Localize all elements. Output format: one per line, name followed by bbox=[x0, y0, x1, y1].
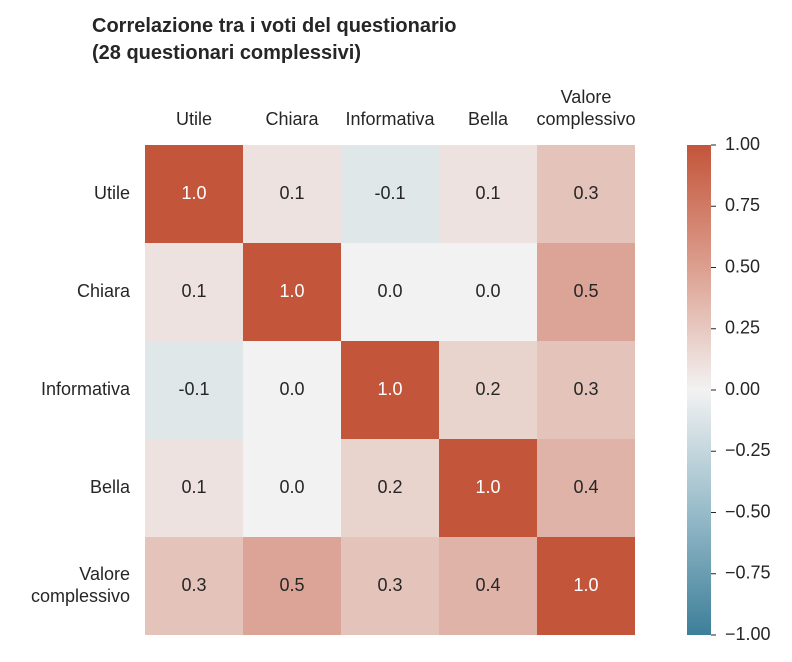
heatmap-cell bbox=[243, 341, 341, 439]
colorbar bbox=[687, 145, 711, 635]
colorbar-tick-label: 0.00 bbox=[725, 379, 760, 399]
row-label: Informativa bbox=[41, 379, 131, 399]
colorbar-tick-label: 0.25 bbox=[725, 318, 760, 338]
cell-value-label: -0.1 bbox=[374, 183, 405, 203]
cell-value-label: 0.2 bbox=[475, 379, 500, 399]
cell-value-label: 0.0 bbox=[377, 281, 402, 301]
heatmap-cell bbox=[341, 145, 439, 243]
heatmap-cell bbox=[145, 341, 243, 439]
cell-value-label: 1.0 bbox=[377, 379, 402, 399]
cell-value-label: 0.0 bbox=[279, 379, 304, 399]
colorbar-tick-label: 1.00 bbox=[725, 134, 760, 154]
heatmap-cell bbox=[537, 243, 635, 341]
cell-value-label: 0.4 bbox=[573, 477, 598, 497]
cell-value-label: 0.0 bbox=[279, 477, 304, 497]
cell-value-label: 0.3 bbox=[573, 183, 598, 203]
column-label: Valore complessivo bbox=[536, 87, 635, 129]
cell-value-label: 0.1 bbox=[181, 281, 206, 301]
cell-value-label: 0.3 bbox=[181, 575, 206, 595]
row-label: Bella bbox=[90, 477, 131, 497]
column-label: Bella bbox=[468, 109, 509, 129]
colorbar-tick-label: −1.00 bbox=[725, 624, 771, 644]
cell-value-label: 0.5 bbox=[573, 281, 598, 301]
heatmap-cell bbox=[341, 537, 439, 635]
heatmap-cell bbox=[341, 243, 439, 341]
column-labels: Utile Chiara Informativa Bella Valore comples… bbox=[176, 87, 636, 129]
row-label: Chiara bbox=[77, 281, 131, 301]
cell-value-label: 1.0 bbox=[475, 477, 500, 497]
chart-title-text: Correlazione tra i voti del questionario… bbox=[92, 15, 457, 64]
cell-value-label: 0.1 bbox=[475, 183, 500, 203]
colorbar-tick-label: −0.75 bbox=[725, 563, 771, 583]
cell-value-label: -0.1 bbox=[178, 379, 209, 399]
row-label: Valore complessivo bbox=[31, 564, 130, 606]
cell-value-label: 0.3 bbox=[573, 379, 598, 399]
cell-value-label: 0.2 bbox=[377, 477, 402, 497]
heatmap-cell bbox=[145, 145, 243, 243]
chart-title: Correlazione tra i voti del questionario… bbox=[92, 15, 457, 64]
heatmap-cell bbox=[537, 537, 635, 635]
column-label: Chiara bbox=[265, 109, 319, 129]
cell-value-label: 0.5 bbox=[279, 575, 304, 595]
cell-value-label: 1.0 bbox=[181, 183, 206, 203]
heatmap-cell bbox=[439, 145, 537, 243]
heatmap-cell bbox=[243, 537, 341, 635]
cell-value-label: 0.4 bbox=[475, 575, 500, 595]
cell-value-label: 0.0 bbox=[475, 281, 500, 301]
cell-labels: 1.0 0.1 -0.1 0.1 0.3 0.1 1.0 0.0 0.0 0.5 -0.1 0.0 1.… bbox=[178, 183, 598, 595]
heatmap-cell bbox=[243, 439, 341, 537]
heatmap-cell bbox=[537, 439, 635, 537]
colorbar-tick-label: −0.25 bbox=[725, 440, 771, 460]
heatmap-cell bbox=[537, 145, 635, 243]
cell-value-label: 0.3 bbox=[377, 575, 402, 595]
colorbar-tick-label: 0.50 bbox=[725, 256, 760, 276]
heatmap-cell bbox=[243, 243, 341, 341]
row-labels: Utile Chiara Informativa Bella Valore comples… bbox=[31, 183, 131, 606]
cell-value-label: 1.0 bbox=[279, 281, 304, 301]
heatmap-cell bbox=[439, 439, 537, 537]
heatmap-cell bbox=[537, 341, 635, 439]
column-label: Informativa bbox=[345, 109, 435, 129]
colorbar-gradient bbox=[687, 145, 711, 635]
heatmap-cell bbox=[341, 341, 439, 439]
heatmap-cell bbox=[341, 439, 439, 537]
cell-value-label: 1.0 bbox=[573, 575, 598, 595]
column-label: Utile bbox=[176, 109, 212, 129]
colorbar-tick-label: −0.50 bbox=[725, 501, 771, 521]
heatmap-cell bbox=[145, 243, 243, 341]
heatmap-cell bbox=[145, 537, 243, 635]
heatmap-cell bbox=[243, 145, 341, 243]
heatmap-cell bbox=[439, 341, 537, 439]
heatmap-cells bbox=[145, 145, 635, 635]
heatmap-cell bbox=[145, 439, 243, 537]
heatmap-cell bbox=[439, 537, 537, 635]
heatmap-cell bbox=[439, 243, 537, 341]
row-label: Utile bbox=[94, 183, 130, 203]
cell-value-label: 0.1 bbox=[279, 183, 304, 203]
cell-value-label: 0.1 bbox=[181, 477, 206, 497]
colorbar-tick-label: 0.75 bbox=[725, 195, 760, 215]
colorbar-ticks: 1.00 0.75 0.50 0.25 0.00 −0.25 −0.50 −0.75 −1.00 bbox=[711, 134, 771, 644]
